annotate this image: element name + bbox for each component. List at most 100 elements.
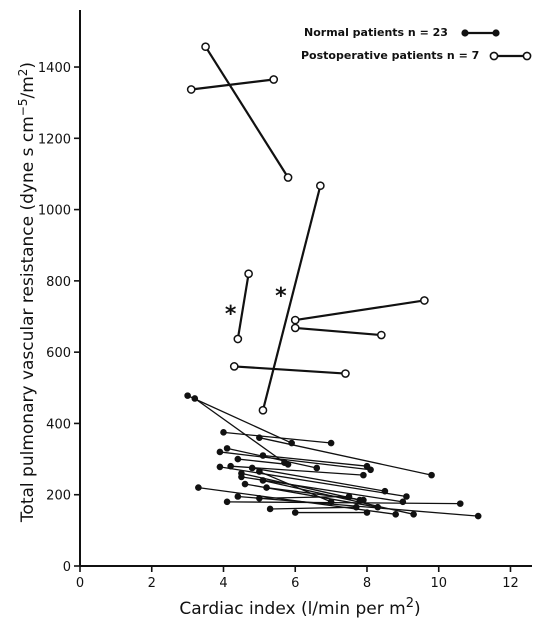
normal-patient-line	[270, 506, 357, 510]
normal-patient-line	[219, 466, 407, 498]
x-tick-label: 12	[502, 576, 519, 591]
normal-point	[288, 439, 295, 447]
normal-patient-line	[219, 451, 371, 471]
normal-point	[456, 500, 464, 507]
postoperative-point	[186, 85, 196, 94]
normal-patient-line	[237, 458, 289, 466]
y-tick-label: 600	[46, 346, 71, 361]
y-axis-title-mid: /m	[18, 76, 38, 98]
normal-patient-line	[259, 495, 350, 499]
y-tick-label: 1000	[38, 204, 71, 219]
y-tick-label: 1400	[38, 61, 71, 76]
postoperative-point	[376, 330, 386, 340]
normal-point	[352, 503, 360, 511]
postoperative-patient-line	[295, 299, 425, 322]
x-tick-label: 0	[76, 576, 84, 591]
normal-patient-line	[187, 395, 292, 444]
y-axis-title-close: )	[18, 62, 38, 69]
postoperative-patient-line	[234, 365, 346, 375]
normal-point	[474, 512, 482, 520]
normal-point	[313, 464, 321, 472]
legend-label-normal: Normal patients n = 23	[304, 26, 448, 39]
normal-point	[266, 505, 274, 513]
normal-point	[360, 471, 367, 479]
normal-point	[256, 434, 263, 441]
normal-point	[363, 462, 371, 470]
normal-point	[238, 473, 245, 481]
postoperative-point	[244, 269, 253, 279]
postoperative-point	[258, 405, 268, 415]
x-axis-title-close: )	[414, 599, 421, 619]
postoperative-patient-line	[191, 78, 274, 91]
x-axis-title: Cardiac index (l/min per m2)	[179, 596, 420, 619]
y-axis-title-sup1: −5	[16, 99, 30, 117]
normal-point	[216, 463, 224, 471]
normal-point	[263, 484, 270, 491]
normal-patient-line	[223, 431, 332, 444]
y-tick-label: 800	[46, 275, 71, 290]
normal-point	[256, 494, 263, 502]
normal-point	[241, 480, 249, 488]
y-tick-label: 400	[46, 417, 71, 432]
normal-point	[403, 493, 410, 500]
normal-point	[191, 395, 199, 402]
x-axis-title-text: Cardiac index (l/min per m	[179, 599, 405, 619]
normal-point	[327, 439, 335, 447]
normal-patient-line	[194, 397, 285, 464]
normal-point	[234, 493, 242, 500]
x-axis-title-sup: 2	[406, 596, 414, 611]
normal-point	[392, 511, 399, 518]
normal-patient-line	[227, 501, 461, 505]
x-tick-label: 6	[291, 576, 299, 591]
legend-marker-normal	[461, 29, 469, 37]
asterisk-annotation: *	[225, 302, 237, 327]
y-tick-label: 200	[46, 489, 71, 504]
normal-point	[410, 511, 417, 518]
annotations: **	[225, 284, 287, 327]
y-tick-label: 0	[63, 560, 71, 575]
x-tick-label: 10	[430, 576, 447, 591]
legend-marker-postoperative-end	[522, 51, 532, 61]
postoperative-patient-line	[236, 273, 250, 340]
normal-point	[363, 509, 371, 516]
normal-point	[223, 445, 231, 452]
normal-point	[360, 496, 367, 504]
normal-point	[327, 498, 335, 506]
normal-point	[428, 471, 435, 479]
normal-point	[291, 509, 299, 516]
postoperative-point	[269, 75, 279, 84]
normal-point	[345, 493, 353, 500]
legend-marker-postoperative	[489, 51, 499, 61]
normal-point	[248, 464, 256, 472]
x-tick-label: 4	[219, 576, 227, 591]
normal-point	[399, 498, 407, 506]
legend-label-postoperative: Postoperative patients n = 7	[301, 49, 479, 62]
normal-patient-line	[259, 437, 432, 476]
x-tick-label: 8	[363, 576, 371, 591]
normal-point	[195, 484, 202, 491]
normal-point	[259, 477, 267, 484]
postoperative-point	[233, 334, 243, 344]
normal-point	[256, 468, 263, 475]
normal-point	[234, 455, 242, 463]
y-axis-title: Total pulmonary vascular resistance (dyn…	[16, 62, 38, 523]
data-points	[184, 42, 482, 520]
legend: Normal patients n = 23 Postoperative pat…	[301, 26, 532, 62]
postoperative-point	[201, 42, 210, 52]
normal-point	[259, 452, 267, 459]
normal-point	[227, 462, 234, 470]
postoperative-point	[420, 296, 429, 305]
postoperative-patient-line	[295, 326, 382, 337]
normal-patient-line	[252, 467, 386, 492]
axis-ticks: 0 2 4 6 8 10 12 0 200 400 600 800 1000 1200 1400	[38, 61, 519, 591]
y-tick-label: 1200	[38, 132, 71, 147]
asterisk-annotation: *	[275, 284, 287, 309]
y-axis-title-sup2: 2	[16, 69, 30, 77]
y-axis-title-text: Total pulmonary vascular resistance (dyn…	[18, 116, 38, 523]
postoperative-point	[341, 369, 350, 378]
postoperative-point	[229, 362, 239, 371]
normal-patient-line	[262, 454, 368, 467]
postoperative-point	[290, 323, 300, 333]
normal-point	[284, 461, 292, 468]
